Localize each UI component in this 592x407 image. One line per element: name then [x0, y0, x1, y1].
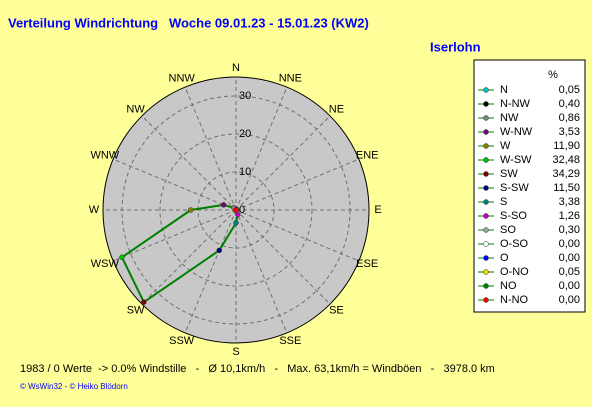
spoke — [112, 209, 237, 262]
legend-marker — [483, 213, 489, 219]
direction-label: NW — [126, 103, 145, 115]
legend-box — [473, 59, 586, 313]
legend-value: 32,48 — [552, 154, 580, 166]
r-tick-label: 20 — [239, 128, 251, 140]
legend-value: 0,05 — [559, 84, 580, 96]
data-point — [188, 207, 194, 213]
legend-label: NO — [500, 280, 517, 292]
direction-label: S — [232, 346, 239, 358]
legend-marker — [483, 255, 489, 261]
legend-marker — [483, 129, 489, 135]
legend-value: 11,50 — [553, 182, 580, 194]
direction-label: SW — [127, 304, 145, 316]
legend-label: S-SW — [500, 182, 529, 194]
data-point — [216, 247, 223, 254]
legend-label: N — [500, 84, 508, 96]
grid-circle — [197, 171, 275, 249]
direction-label: SSW — [169, 335, 195, 347]
spoke — [141, 209, 237, 305]
r-tick-label: 0 — [239, 204, 245, 216]
legend-marker — [483, 185, 489, 191]
legend-marker — [483, 283, 489, 289]
legend-label: SO — [500, 224, 516, 236]
spoke — [141, 115, 237, 211]
legend-label: O-NO — [500, 266, 529, 278]
direction-label: W — [89, 204, 100, 216]
legend-marker — [483, 227, 489, 233]
legend-value: 11,90 — [553, 140, 580, 152]
legend-marker — [483, 115, 489, 121]
legend-label: O-SO — [500, 238, 529, 250]
legend-value: 3,53 — [559, 126, 580, 138]
data-point — [141, 299, 147, 305]
legend-value: 34,29 — [552, 168, 580, 180]
spoke — [235, 209, 288, 334]
spoke — [235, 86, 288, 211]
direction-label: ESE — [356, 258, 378, 270]
direction-label: SSE — [279, 335, 301, 347]
grid-circle — [121, 95, 351, 325]
legend-label: W-NW — [500, 126, 533, 138]
legend-marker — [483, 269, 489, 275]
location: Iserlohn — [430, 39, 481, 54]
legend-marker — [483, 143, 489, 149]
legend-marker — [483, 297, 489, 303]
legend-label: S-SO — [500, 210, 527, 222]
chart-title: Verteilung Windrichtung Woche 09.01.23 -… — [8, 15, 369, 30]
legend-label: N-NO — [500, 294, 529, 306]
legend-label: N-NW — [500, 98, 531, 110]
data-point — [220, 202, 227, 208]
r-tick-label: 10 — [239, 166, 251, 178]
legend-marker — [483, 101, 489, 107]
legend-marker — [483, 157, 489, 163]
legend-value: 0,00 — [559, 252, 580, 264]
legend-label: SW — [500, 168, 518, 180]
direction-label: NNE — [279, 73, 302, 85]
legend-label: O — [500, 252, 509, 264]
spoke — [112, 158, 237, 211]
legend-marker — [483, 87, 489, 93]
data-point — [233, 220, 239, 226]
direction-label: NE — [329, 103, 344, 115]
legend-label: W-SW — [500, 154, 532, 166]
footer: 1983 / 0 Werte -> 0.0% Windstille - Ø 10… — [20, 363, 495, 375]
spoke — [184, 86, 237, 211]
direction-label: E — [374, 204, 381, 216]
legend-label: NW — [500, 112, 519, 124]
legend-header: % — [548, 69, 558, 81]
r-tick-label: 30 — [239, 90, 251, 102]
legend-label: W — [500, 140, 511, 152]
spoke — [184, 209, 237, 334]
legend-value: 0,40 — [559, 98, 580, 110]
legend-value: 3,38 — [559, 196, 580, 208]
legend-value: 0,00 — [559, 238, 580, 250]
direction-label: ENE — [356, 150, 379, 162]
direction-label: NNW — [169, 73, 196, 85]
spoke — [235, 209, 331, 305]
spoke — [235, 209, 360, 262]
data-point — [233, 207, 239, 213]
legend-value: 0,05 — [559, 266, 580, 278]
direction-label: N — [232, 62, 240, 74]
credit: © WsWin32 - © Heiko Blödorn — [20, 382, 128, 391]
legend-marker — [483, 171, 489, 177]
legend-value: 0,30 — [559, 224, 580, 236]
legend-value: 1,26 — [559, 210, 580, 222]
data-point — [119, 254, 125, 260]
legend-value: 0,86 — [559, 112, 580, 124]
legend-marker — [483, 199, 489, 205]
legend-marker — [483, 241, 489, 247]
legend-label: S — [500, 196, 507, 208]
grid-circle — [159, 133, 313, 287]
legend-value: 0,00 — [559, 280, 580, 292]
spoke — [235, 158, 360, 211]
spoke — [235, 115, 331, 211]
direction-label: WNW — [90, 150, 119, 162]
direction-label: SE — [329, 304, 344, 316]
legend-value: 0,00 — [559, 294, 580, 306]
direction-label: WSW — [91, 258, 120, 270]
